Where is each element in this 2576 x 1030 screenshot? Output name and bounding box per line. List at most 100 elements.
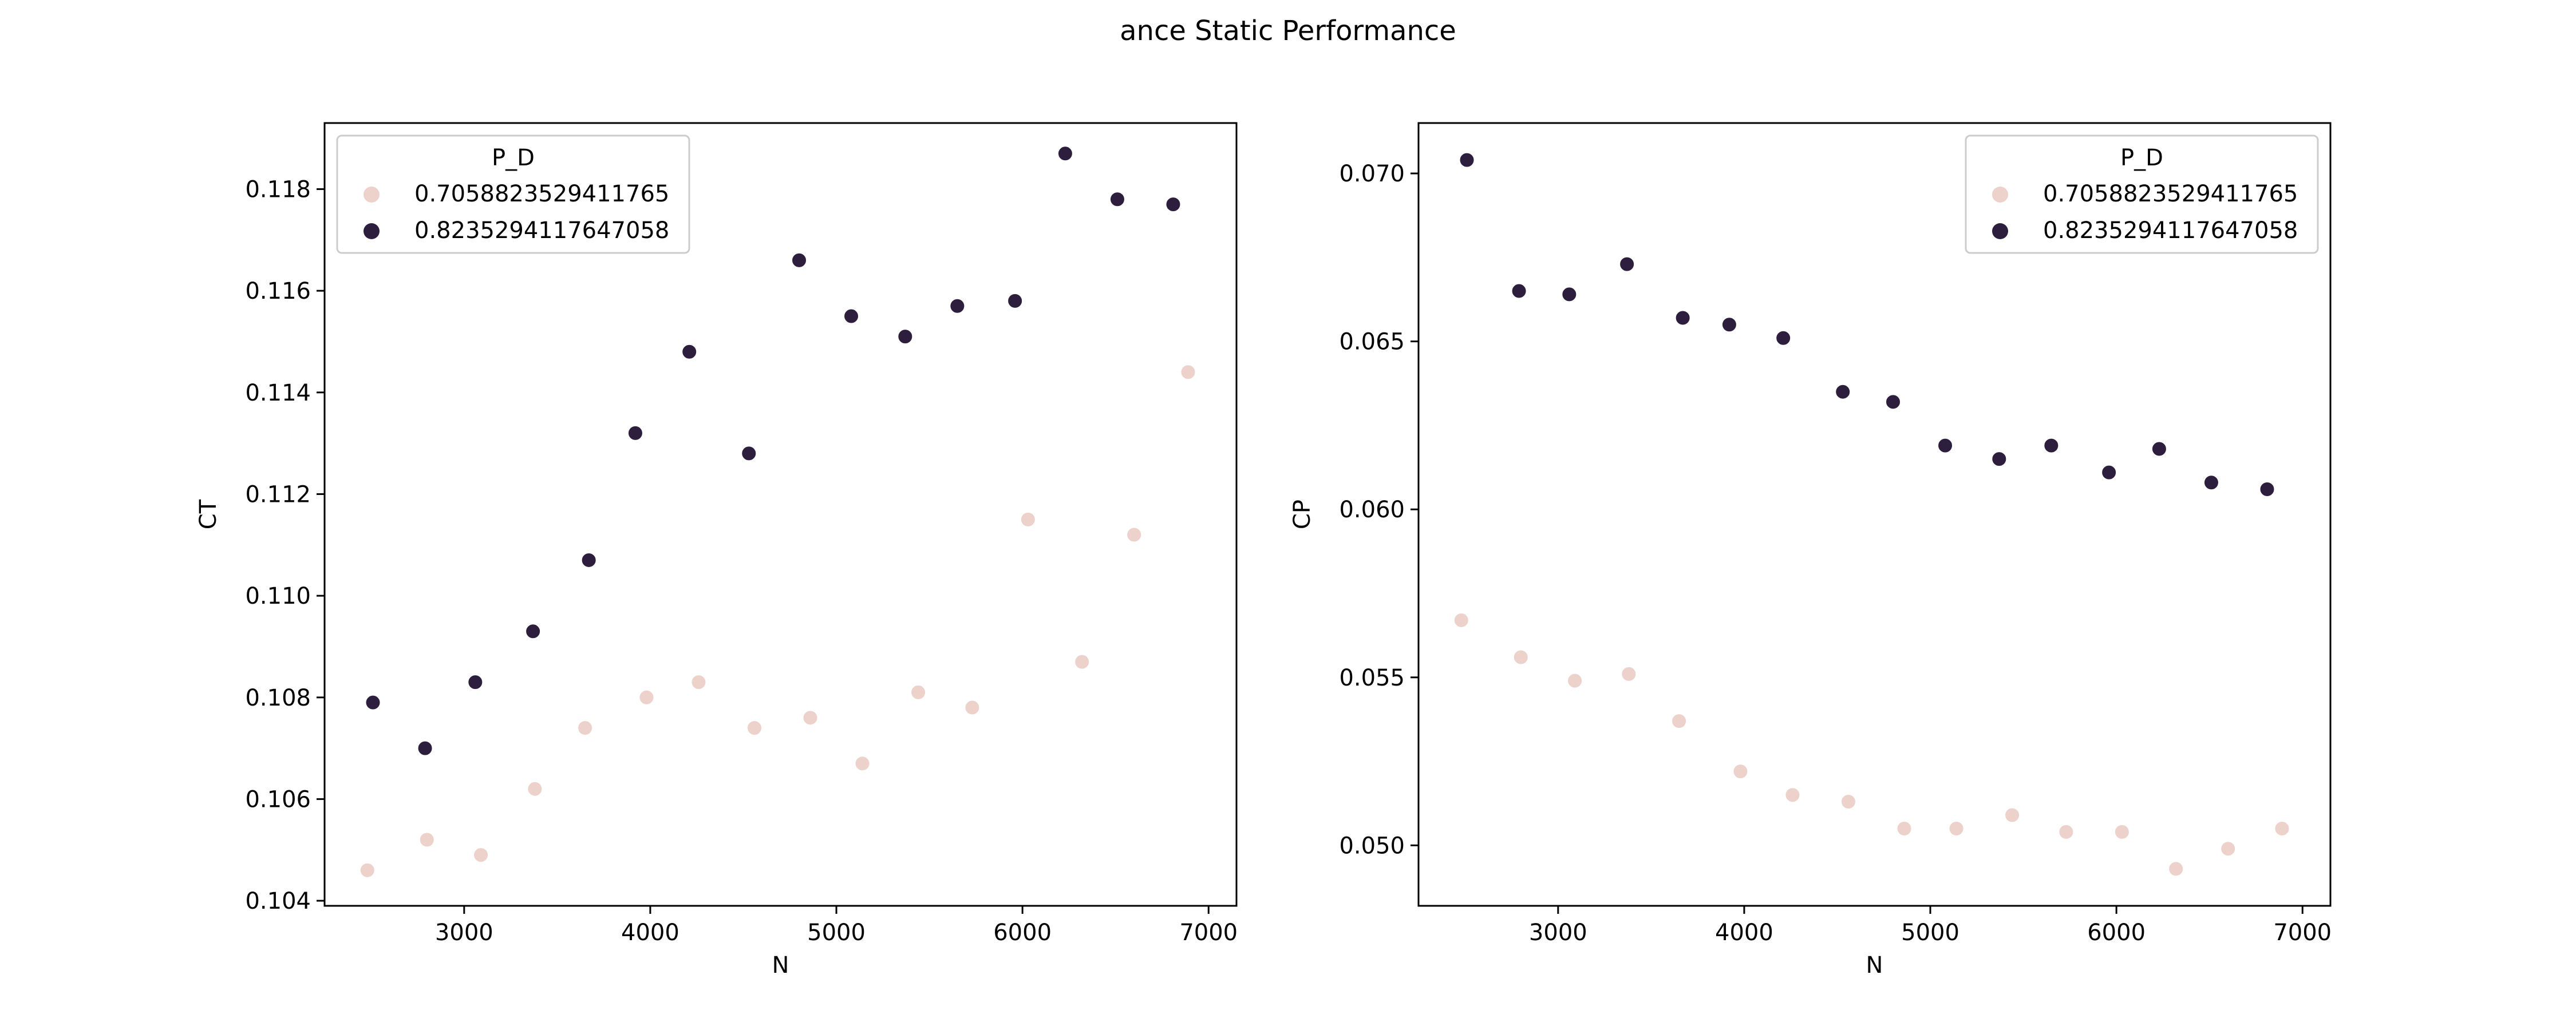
data-point	[1126, 526, 1143, 543]
data-point	[1896, 820, 1913, 837]
data-point	[1671, 713, 1688, 730]
data-point	[2004, 807, 2021, 823]
legend-marker	[364, 187, 380, 203]
data-point	[843, 308, 860, 324]
y-tick-label: 0.108	[245, 685, 311, 711]
data-point	[1567, 672, 1583, 689]
plot-frame	[323, 122, 1238, 907]
data-point	[2113, 823, 2130, 840]
data-point	[1459, 152, 1475, 168]
data-point	[910, 684, 927, 700]
x-axis-label: N	[772, 952, 789, 978]
legend-label: 0.8235294117647058	[2043, 217, 2298, 244]
legend-marker	[1992, 187, 2008, 203]
data-point	[2043, 437, 2060, 454]
figure-title: ance Static Performance	[1120, 15, 1456, 47]
data-point	[1948, 820, 1965, 837]
data-point	[1937, 437, 1954, 454]
data-point	[1835, 383, 1851, 400]
y-tick-label: 0.114	[245, 380, 311, 406]
data-point	[949, 298, 966, 314]
legend-marker	[364, 223, 380, 239]
data-point	[2168, 861, 2184, 877]
legend-label: 0.8235294117647058	[414, 217, 669, 244]
legend: P_D 0.7058823529411765 0.8235294117647058	[1965, 134, 2319, 254]
subplot-1: 3000 4000 5000 6000 7000 0.050 0.055 0.060 0.065…	[1289, 122, 2332, 978]
data-point	[1512, 649, 1529, 665]
x-tick-label: 5000	[1901, 920, 1959, 946]
y-tick-label: 0.060	[1339, 497, 1405, 523]
y-tick-label: 0.050	[1339, 833, 1405, 859]
y-tick-label: 0.065	[1339, 329, 1405, 355]
data-point	[1885, 394, 1902, 410]
data-point	[1180, 364, 1196, 381]
data-point	[2220, 841, 2237, 857]
data-point	[1775, 330, 1792, 346]
data-point	[417, 740, 433, 756]
legend-label: 0.7058823529411765	[2043, 181, 2298, 207]
data-point	[741, 445, 757, 462]
data-point	[1619, 256, 1635, 272]
data-point	[2203, 474, 2219, 491]
data-point	[2259, 481, 2275, 497]
subplot-0: 3000 4000 5000 6000 7000 0.104 0.106 0.108 0.110…	[195, 122, 1238, 978]
x-tick-label: 4000	[621, 920, 679, 946]
data-point	[2058, 823, 2075, 840]
x-tick-label: 3000	[435, 920, 493, 946]
data-point	[580, 552, 597, 568]
data-point	[1109, 191, 1125, 208]
y-axis-label: CT	[195, 499, 222, 529]
data-point	[527, 781, 543, 797]
data-point	[1453, 612, 1469, 628]
data-point	[690, 674, 707, 691]
data-point	[1057, 145, 1073, 162]
legend-box	[1965, 134, 2319, 254]
data-point	[1561, 286, 1578, 303]
data-point	[802, 710, 819, 726]
data-point	[964, 699, 981, 716]
series-0	[1453, 612, 2290, 877]
data-point	[854, 755, 871, 772]
y-tick-label: 0.116	[245, 278, 311, 304]
data-point	[1721, 316, 1737, 333]
data-point	[1621, 665, 1637, 682]
data-point	[1007, 292, 1024, 309]
x-tick-label: 7000	[2273, 920, 2332, 946]
data-point	[1991, 451, 2008, 468]
x-tick-label: 6000	[2087, 920, 2146, 946]
legend-box	[336, 134, 690, 254]
data-point	[1165, 196, 1182, 213]
y-tick-label: 0.106	[245, 786, 311, 813]
data-point	[638, 689, 655, 706]
data-point	[1840, 793, 1856, 810]
data-point	[746, 720, 762, 736]
data-point	[365, 694, 381, 711]
data-point	[2274, 820, 2290, 837]
data-point	[1784, 787, 1801, 803]
x-tick-label: 5000	[807, 920, 866, 946]
data-point	[1674, 310, 1691, 326]
series-1	[1459, 152, 2275, 497]
data-point	[577, 720, 594, 736]
data-point	[1020, 511, 1036, 528]
data-point	[467, 674, 484, 691]
y-tick-label: 0.070	[1339, 161, 1405, 187]
data-point	[627, 425, 643, 441]
y-tick-label: 0.055	[1339, 665, 1405, 691]
plot-frame	[1417, 122, 2332, 907]
legend-title: P_D	[2120, 145, 2163, 171]
legend-title: P_D	[492, 145, 535, 171]
data-point	[418, 831, 435, 848]
data-point	[1732, 763, 1749, 780]
x-axis-label: N	[1866, 952, 1883, 978]
data-point	[1511, 283, 1527, 299]
x-tick-label: 4000	[1715, 920, 1773, 946]
series-1	[365, 145, 1182, 756]
x-tick-label: 7000	[1179, 920, 1238, 946]
legend-label: 0.7058823529411765	[414, 181, 669, 207]
x-tick-label: 3000	[1529, 920, 1587, 946]
data-point	[2101, 464, 2117, 481]
y-tick-label: 0.104	[245, 888, 311, 914]
data-point	[359, 862, 376, 878]
